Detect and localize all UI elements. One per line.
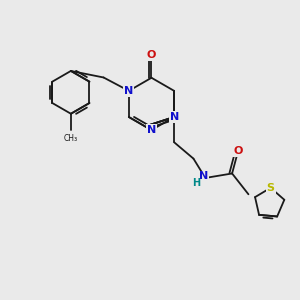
Text: N: N [199, 172, 208, 182]
Text: O: O [233, 146, 243, 156]
Text: CH₃: CH₃ [64, 134, 78, 143]
Text: S: S [267, 183, 274, 193]
Text: N: N [124, 86, 134, 96]
Text: H: H [192, 178, 200, 188]
Text: N: N [147, 125, 156, 135]
Text: N: N [169, 112, 179, 122]
Text: N: N [169, 112, 179, 122]
Text: O: O [147, 50, 156, 61]
